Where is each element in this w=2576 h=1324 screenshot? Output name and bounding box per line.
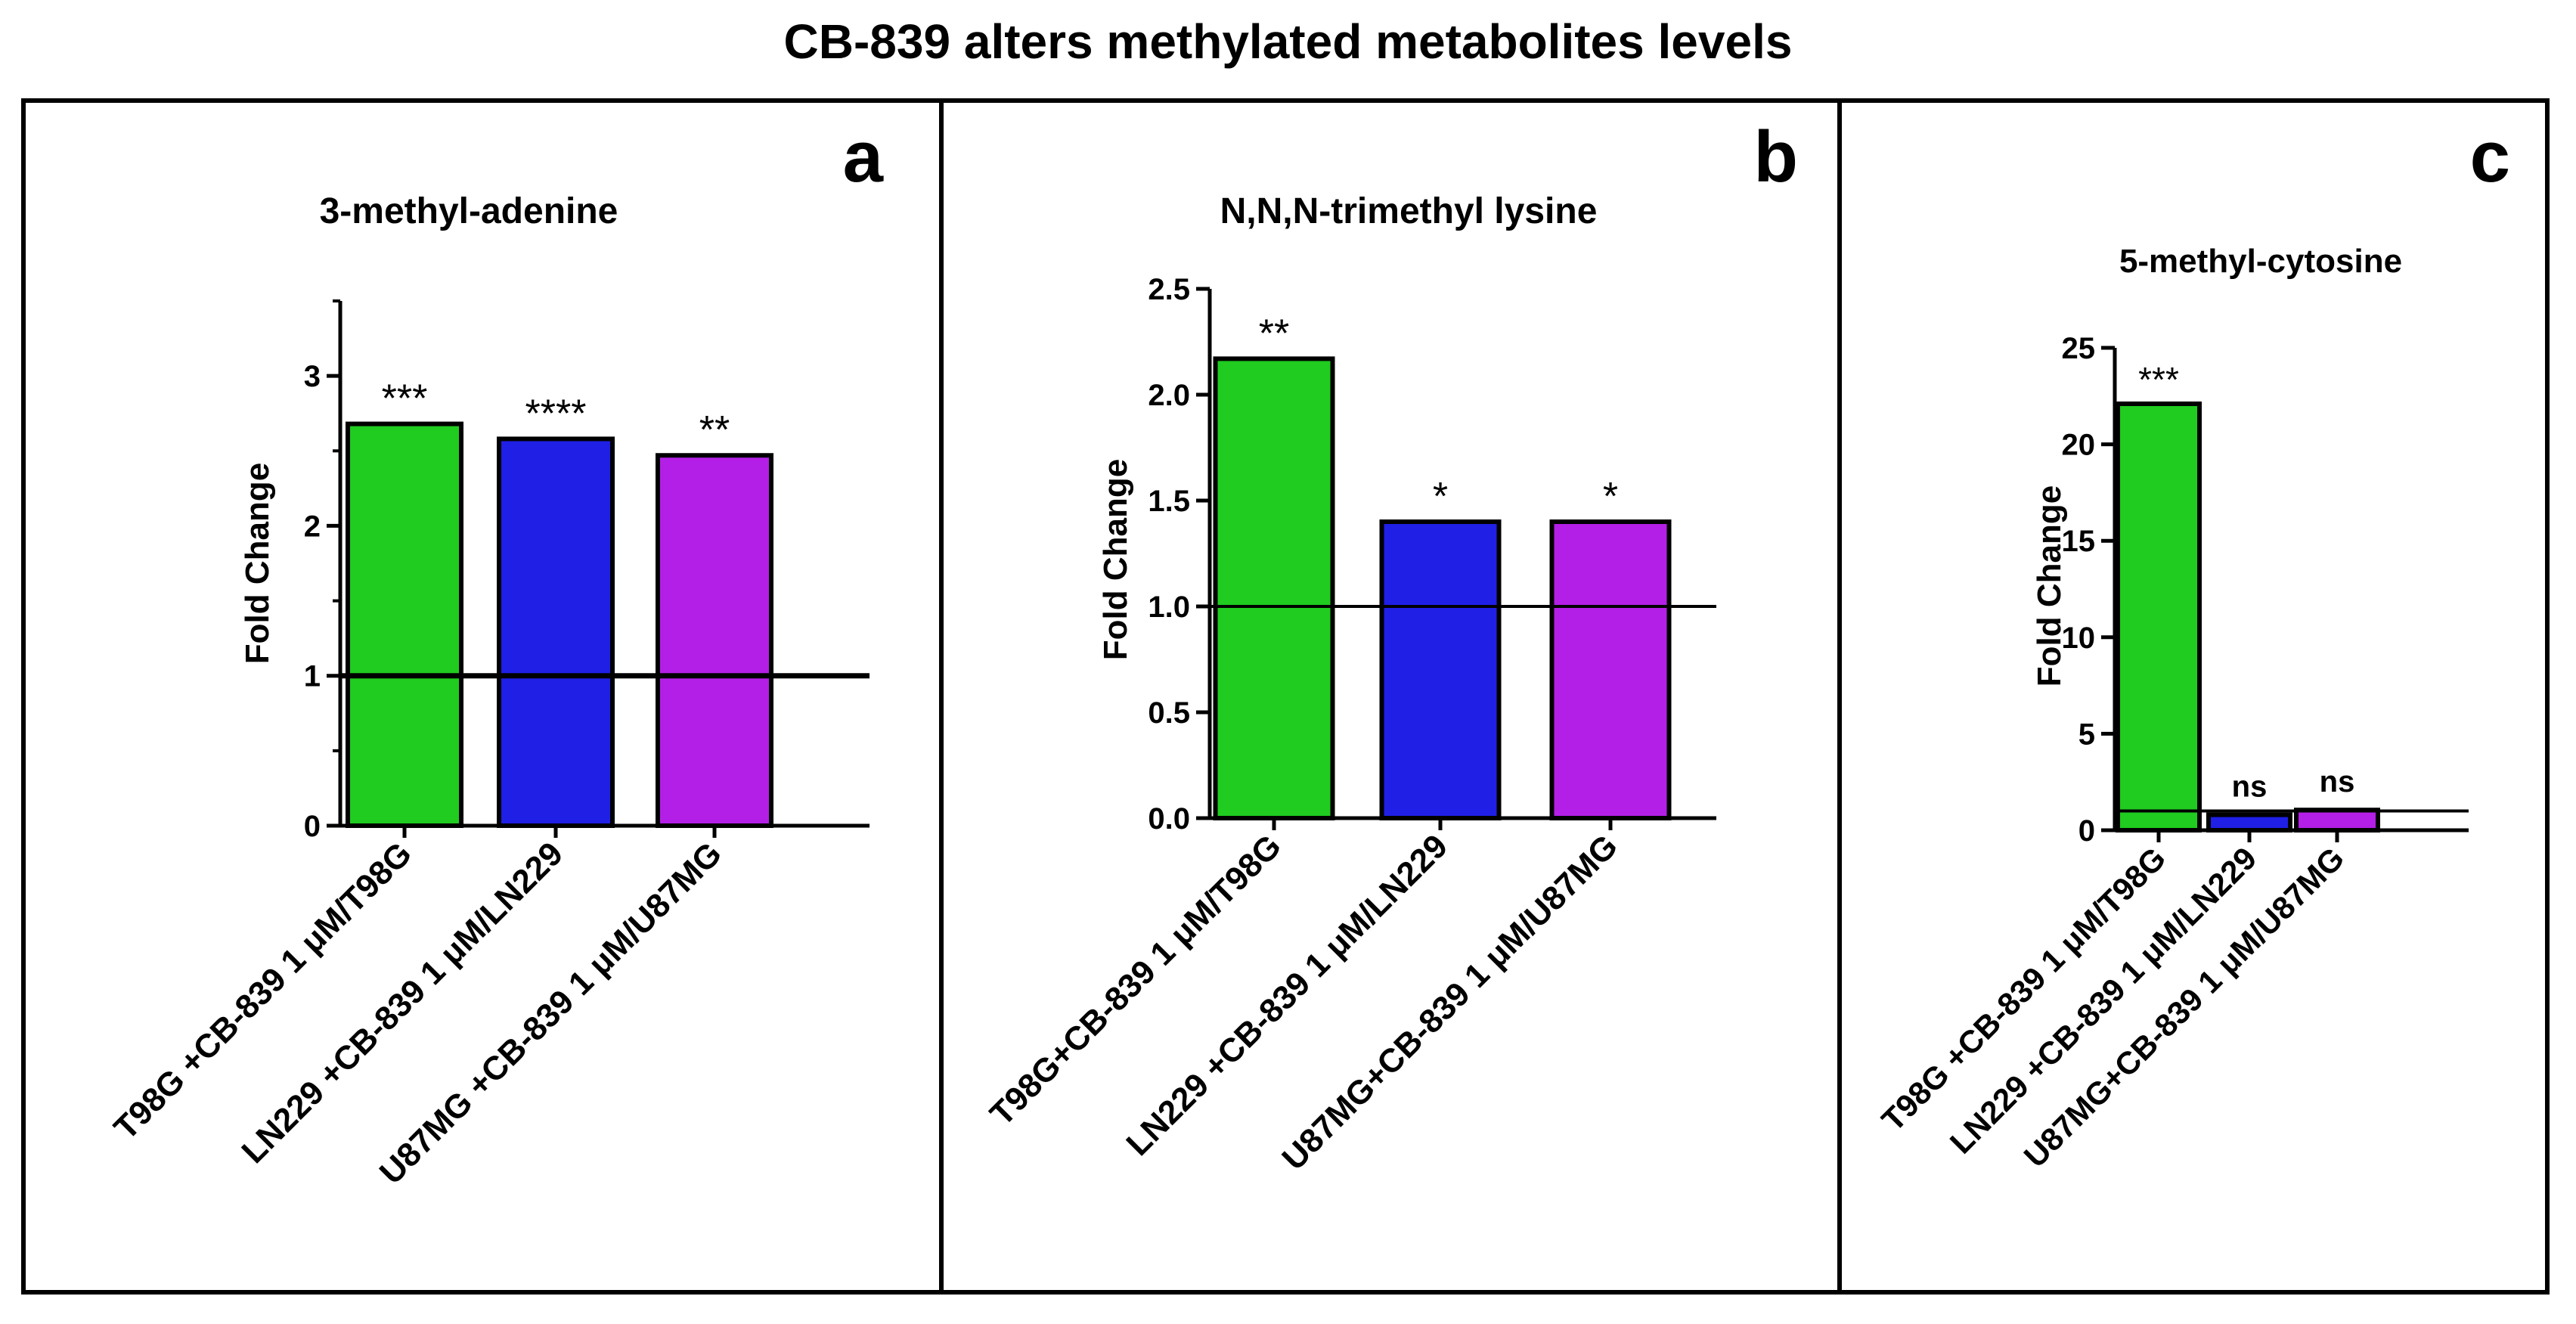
significance-label: ns bbox=[2232, 771, 2268, 804]
y-tick-label: 5 bbox=[2078, 718, 2095, 751]
panel-label: c bbox=[2470, 116, 2510, 197]
x-tick-label: LN229 +CB-839 1 μM/LN229 bbox=[1119, 827, 1455, 1163]
figure-title: CB-839 alters methylated metabolites lev… bbox=[783, 14, 1793, 69]
y-tick-label: 25 bbox=[2062, 332, 2096, 365]
y-tick-label: 3 bbox=[304, 360, 321, 393]
y-tick-label: 20 bbox=[2062, 429, 2096, 462]
bar bbox=[346, 421, 463, 828]
panel-divider-1 bbox=[939, 98, 944, 1295]
x-tick-label: T98G+CB-839 1 μM/T98G bbox=[983, 827, 1288, 1133]
bar bbox=[497, 436, 615, 828]
y-tick-label: 2.0 bbox=[1148, 379, 1190, 412]
x-tick-label: U87MG +CB-839 1 μM/U87MG bbox=[373, 835, 729, 1191]
y-tick-label: 0.5 bbox=[1148, 696, 1190, 730]
x-tick-label: U87MG+CB-839 1 μM/U87MG bbox=[2017, 840, 2351, 1174]
y-tick-label: 2.5 bbox=[1148, 273, 1190, 306]
bar bbox=[2116, 402, 2202, 833]
y-tick-label: 0 bbox=[304, 810, 321, 843]
significance-label: * bbox=[1603, 475, 1618, 519]
x-tick-label: LN229 +CB-839 1 μM/LN229 bbox=[234, 835, 570, 1171]
y-axis-label: Fold Change bbox=[1097, 459, 1134, 660]
significance-label: *** bbox=[382, 377, 428, 421]
significance-label: **** bbox=[525, 392, 587, 436]
chart-panel-c: c 5-methyl-cytosine Fold Change 0 5 10 15 20 25 *… bbox=[1874, 116, 2510, 1174]
y-tick-label: 15 bbox=[2062, 525, 2096, 558]
y-tick-label: 0 bbox=[2078, 814, 2095, 848]
bar bbox=[1549, 519, 1672, 820]
panel-frame bbox=[21, 98, 2550, 1295]
x-tick-label: U87MG+CB-839 1 μM/U87MG bbox=[1275, 827, 1625, 1177]
chart-panel-b: b N,N,N-trimethyl lysine Fold Change 0.0 0.5… bbox=[983, 116, 1798, 1177]
y-tick-label: 1.0 bbox=[1148, 591, 1190, 624]
x-tick-label: T98G +CB-839 1 μM/T98G bbox=[107, 835, 419, 1146]
y-axis-label: Fold Change bbox=[239, 463, 276, 664]
chart-title: 3-methyl-adenine bbox=[320, 191, 618, 231]
panel-divider-2 bbox=[1837, 98, 1842, 1295]
significance-label: * bbox=[1433, 475, 1448, 519]
y-tick-label: 1 bbox=[304, 660, 321, 693]
significance-label: ** bbox=[699, 408, 730, 452]
y-axis-label: Fold Change bbox=[2031, 485, 2068, 687]
chart-title: N,N,N-trimethyl lysine bbox=[1220, 191, 1598, 231]
bar bbox=[1379, 519, 1502, 820]
bar bbox=[656, 453, 773, 829]
panel-label: a bbox=[843, 116, 884, 197]
significance-label: ns bbox=[2320, 765, 2355, 798]
y-tick-label: 1.5 bbox=[1148, 485, 1190, 518]
chart-title: 5-methyl-cytosine bbox=[2119, 243, 2402, 280]
bar bbox=[1213, 356, 1335, 820]
significance-label: ** bbox=[1259, 312, 1289, 355]
y-tick-label: 10 bbox=[2062, 622, 2096, 655]
y-tick-label: 2 bbox=[304, 510, 321, 543]
bar bbox=[2206, 812, 2292, 833]
bar bbox=[2294, 808, 2380, 833]
significance-label: *** bbox=[2138, 360, 2179, 399]
panel-label: b bbox=[1753, 116, 1798, 197]
y-tick-label: 0.0 bbox=[1148, 802, 1190, 836]
chart-panel-a: a 3-methyl-adenine Fold Change 0 1 2 3 *** T98G … bbox=[107, 116, 884, 1192]
